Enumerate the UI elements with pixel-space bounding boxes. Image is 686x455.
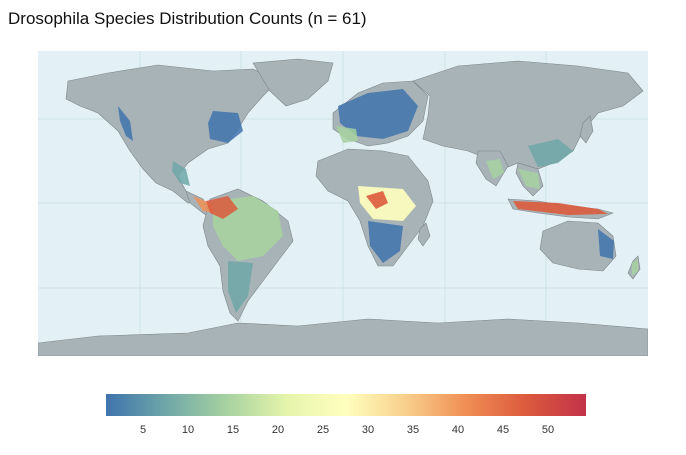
dist-europe — [338, 89, 418, 139]
dist-amazon-hot — [206, 196, 238, 219]
antarctica — [38, 318, 648, 356]
dist-north-america-east — [208, 111, 243, 143]
dist-east-asia — [528, 139, 573, 167]
madagascar — [417, 222, 431, 247]
dist-southeast-asia — [518, 169, 540, 189]
dist-new-zealand — [632, 259, 638, 276]
distribution-layer — [118, 89, 638, 313]
dist-mexico — [172, 161, 190, 186]
japan — [579, 115, 594, 144]
dist-central-africa-hot — [366, 191, 388, 209]
legend-tick-label: 50 — [541, 424, 555, 436]
dist-south-america-south — [228, 261, 253, 313]
legend-tick-label: 20 — [271, 424, 285, 436]
dist-southern-africa — [368, 221, 403, 263]
legend-tick-label: 45 — [496, 424, 510, 436]
dist-india — [486, 159, 504, 179]
map-title: Drosophila Species Distribution Counts (… — [8, 9, 367, 28]
legend-tick-label: 30 — [361, 424, 375, 436]
legend-tick-label: 15 — [226, 424, 240, 436]
dist-indonesia — [513, 201, 608, 215]
legend-tick-label: 5 — [139, 424, 147, 436]
world-map — [38, 51, 648, 356]
color-legend-bar — [106, 394, 586, 416]
dist-australia-east — [598, 229, 614, 259]
legend-tick-label: 40 — [451, 424, 465, 436]
dist-europe-south — [336, 126, 358, 143]
australia — [539, 220, 617, 272]
legend-tick-label: 35 — [406, 424, 420, 436]
legend-tick-label: 10 — [181, 424, 195, 436]
greenland — [252, 58, 334, 107]
dist-north-america-west — [118, 106, 133, 141]
legend-tick-label: 25 — [316, 424, 330, 436]
